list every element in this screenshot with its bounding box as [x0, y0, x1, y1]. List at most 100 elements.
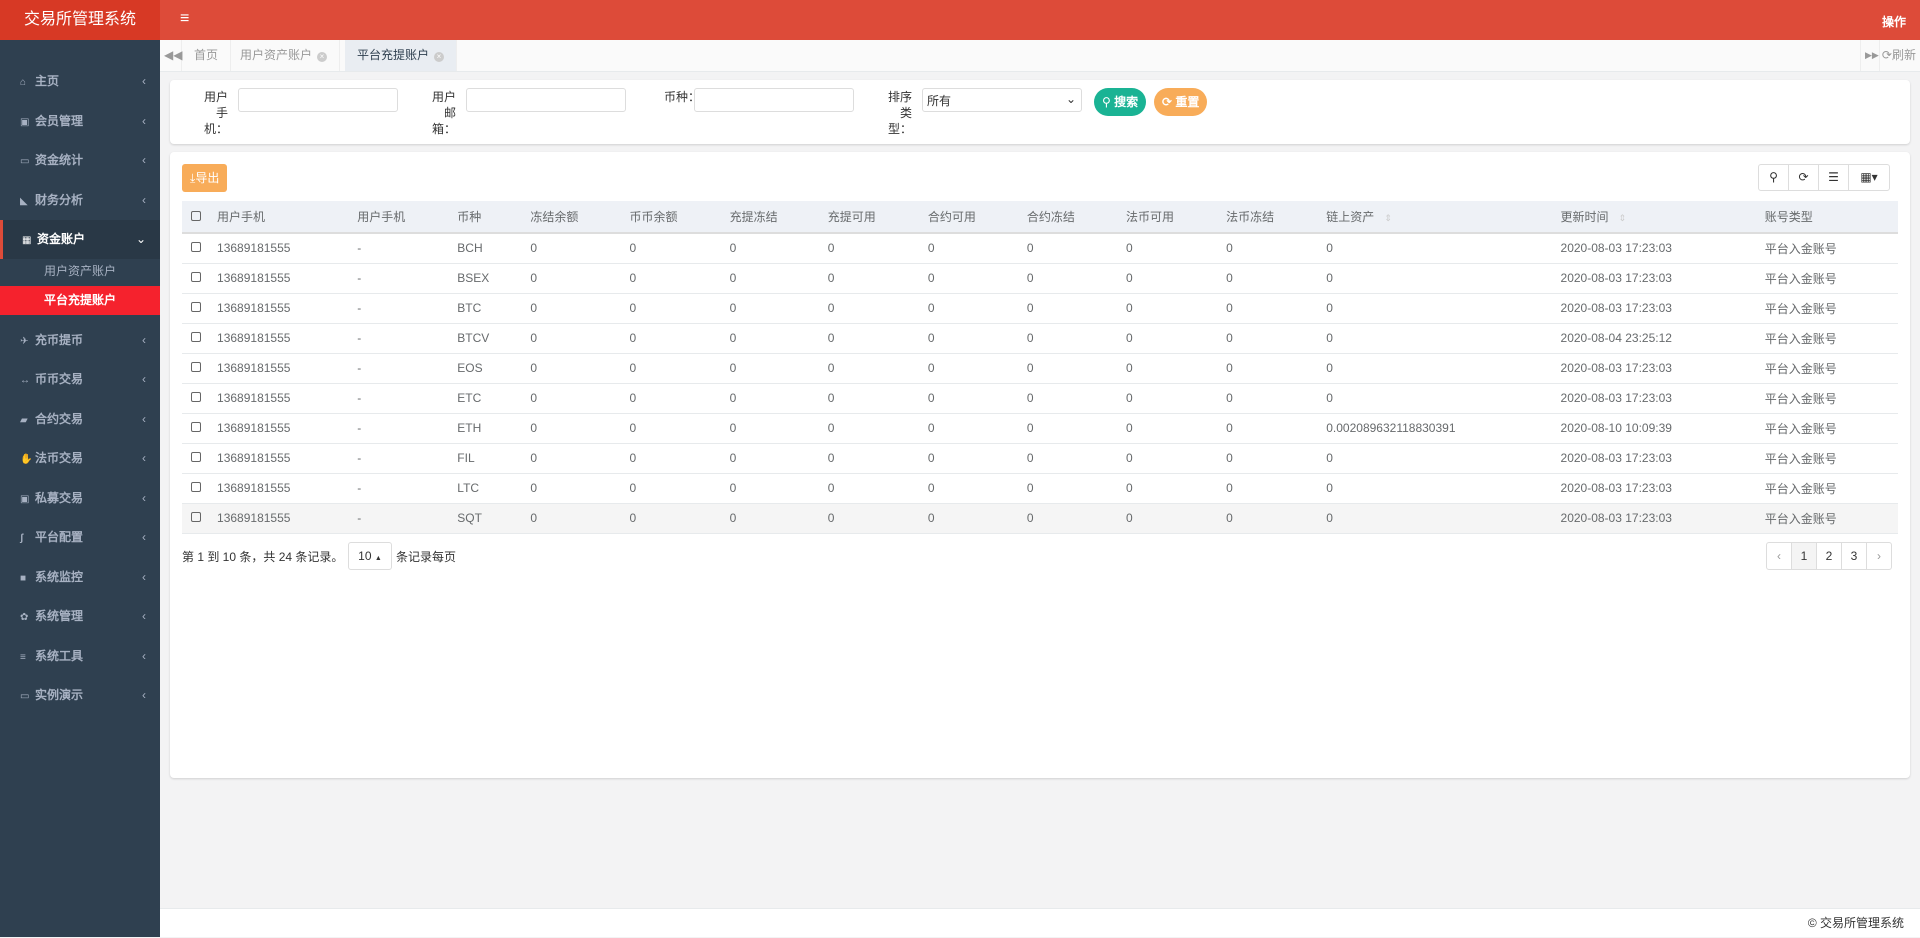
sort-type-value: 所有: [927, 94, 952, 108]
table-cell: 0: [1226, 443, 1327, 474]
sidebar-item-11[interactable]: ■ 系统监控 ‹: [0, 558, 160, 597]
sidebar-item-9[interactable]: ▣ 私募交易 ‹: [0, 479, 160, 518]
table-row[interactable]: 13689181555- BSEX 0 0 0 0 0 0 0 0 0 2020-08-03 17:2…: [182, 263, 1898, 294]
close-icon[interactable]: ×: [434, 52, 445, 62]
sidebar-item-0[interactable]: ⌂ 主页 ‹: [0, 62, 160, 101]
table-cell: 0: [1126, 383, 1227, 414]
row-checkbox[interactable]: [191, 362, 201, 372]
sidebar-item-1[interactable]: ▣ 会员管理 ‹: [0, 102, 160, 141]
table-cell: 0: [927, 263, 1027, 294]
table-cell: 0: [1326, 443, 1561, 474]
row-checkbox[interactable]: [191, 332, 201, 342]
sidebar-item-14[interactable]: ▭ 实例演示 ‹: [0, 676, 160, 715]
per-page-label: 条记录每页: [396, 550, 457, 564]
row-checkbox[interactable]: [191, 302, 201, 312]
row-checkbox[interactable]: [191, 482, 201, 492]
column-header-label: 用户手机: [217, 210, 266, 224]
email-input[interactable]: [466, 88, 626, 112]
sort-icon[interactable]: ⇕: [1384, 213, 1392, 223]
table-cell: 平台入金账号: [1764, 503, 1898, 534]
sidebar-item-12[interactable]: ✿ 系统管理 ‹: [0, 597, 160, 636]
column-header-label: 币币余额: [629, 210, 678, 224]
refresh-button[interactable]: ⟳刷新: [1878, 40, 1920, 71]
toggle-view-button[interactable]: ☰: [1818, 164, 1849, 191]
page-3-button[interactable]: 3: [1841, 542, 1867, 570]
sidebar-item-3[interactable]: ◣ 财务分析 ‹: [0, 181, 160, 220]
table-cell: 0: [729, 473, 828, 504]
row-checkbox[interactable]: [191, 452, 201, 462]
page-size-value: 10: [358, 549, 372, 563]
sort-icon[interactable]: ⇕: [1618, 213, 1627, 223]
sidebar-item-6[interactable]: ↔ 币币交易 ‹: [0, 360, 160, 399]
table-cell: 13689181555: [217, 443, 358, 474]
column-header[interactable]: 更新时间 ⇕: [1560, 201, 1765, 234]
sidebar-subitem-1[interactable]: 平台充提账户: [0, 285, 160, 315]
sidebar-item-4[interactable]: ▦ 资金账户 ⌄: [0, 220, 160, 259]
sidebar-item-label: 系统管理: [35, 609, 84, 623]
toggle-search-button[interactable]: ⚲: [1758, 164, 1789, 191]
search-button[interactable]: ⚲ 搜索: [1094, 88, 1147, 116]
table-row[interactable]: 13689181555- FIL 0 0 0 0 0 0 0 0 0 2020-08-03 17:23…: [182, 443, 1898, 474]
menu-toggle-icon[interactable]: ≡: [180, 10, 190, 27]
table-row[interactable]: 13689181555- LTC 0 0 0 0 0 0 0 0 0 2020-08-03 17:23…: [182, 473, 1898, 504]
select-all-checkbox[interactable]: [191, 210, 201, 221]
page-size-select[interactable]: 10 ▲: [348, 542, 392, 570]
next-page-button[interactable]: ›: [1866, 542, 1892, 570]
table-cell: 0: [1026, 383, 1127, 414]
table-cell: -: [357, 293, 458, 324]
table-cell: 0: [729, 233, 828, 264]
table-row[interactable]: 13689181555- BTC 0 0 0 0 0 0 0 0 0 2020-08-03 17:23…: [182, 293, 1898, 324]
sidebar-subitem-0[interactable]: 用户资产账户: [44, 263, 117, 278]
sidebar-item-5[interactable]: ✈ 充币提币 ‹: [0, 321, 160, 360]
sidebar-item-13[interactable]: ≡ 系统工具 ‹: [0, 637, 160, 676]
page-2-button[interactable]: 2: [1816, 542, 1842, 570]
row-checkbox[interactable]: [191, 512, 201, 522]
desktop-icon: ▭: [20, 691, 30, 702]
tab-user-asset-account[interactable]: 用户资产账户 ×: [228, 40, 341, 71]
prev-page-button[interactable]: ‹: [1766, 542, 1792, 570]
close-icon[interactable]: ×: [317, 52, 328, 62]
export-button[interactable]: ⤓导出: [182, 164, 228, 192]
top-bar: ≡ 操作: [160, 0, 1920, 40]
chevron-down-icon: ⌄: [1065, 92, 1076, 106]
refresh-table-button[interactable]: ⟳: [1788, 164, 1819, 191]
phone-input[interactable]: [238, 88, 398, 112]
bars-icon: ≡: [20, 651, 26, 663]
table-cell: -: [357, 503, 458, 534]
sort-type-select[interactable]: 所有 ⌄: [922, 88, 1082, 112]
table-cell: 2020-08-03 17:23:03: [1560, 293, 1765, 324]
table-cell: 0: [1226, 293, 1327, 324]
coin-input[interactable]: [694, 88, 854, 112]
table-row[interactable]: 13689181555- SQT 0 0 0 0 0 0 0 0 0 2020-08-03 17:23…: [182, 503, 1898, 534]
table-row[interactable]: 13689181555- EOS 0 0 0 0 0 0 0 0 0 2020-08-03 17:23…: [182, 353, 1898, 384]
table-cell: 0: [1326, 503, 1561, 534]
tab-platform-account[interactable]: 平台充提账户 ×: [345, 40, 458, 71]
operation-menu[interactable]: 操作: [1881, 15, 1906, 29]
sidebar-item-7[interactable]: ▰ 合约交易 ‹: [0, 400, 160, 439]
refresh-label: 刷新: [1891, 48, 1916, 62]
sidebar-item-8[interactable]: ✋ 法币交易 ‹: [0, 439, 160, 478]
chevron-left-icon: ‹: [142, 490, 146, 505]
table-row[interactable]: 13689181555- BCH 0 0 0 0 0 0 0 0 0 2020-08-03 17:23…: [182, 233, 1898, 264]
table-row[interactable]: 13689181555- ETH 0 0 0 0 0 0 0 0 0.002089632118830…: [182, 413, 1898, 444]
tab-home[interactable]: 首页: [182, 40, 232, 71]
sidebar-item-10[interactable]: ʃ 平台配置 ‹: [0, 518, 160, 557]
table-cell: -: [357, 233, 458, 264]
table-cell: BTC: [457, 293, 531, 324]
scroll-right-icon[interactable]: ▶▶: [1860, 40, 1880, 71]
row-checkbox[interactable]: [191, 242, 201, 253]
column-header[interactable]: 链上资产 ⇕: [1326, 201, 1561, 234]
row-checkbox[interactable]: [191, 272, 201, 282]
scroll-left-icon[interactable]: ◀◀: [160, 40, 182, 71]
page-1-button[interactable]: 1: [1791, 542, 1817, 570]
table-cell: 0: [530, 263, 630, 294]
reset-button[interactable]: ⟳ 重置: [1154, 88, 1208, 116]
row-checkbox[interactable]: [191, 392, 201, 402]
columns-button[interactable]: ▦▾: [1848, 164, 1890, 191]
contact-card-icon: ▣: [20, 116, 30, 128]
table-row[interactable]: 13689181555- BTCV 0 0 0 0 0 0 0 0 0 2020-08-04 23:2…: [182, 323, 1898, 354]
row-checkbox[interactable]: [191, 422, 201, 432]
table-cell: 0: [629, 263, 730, 294]
sidebar-item-2[interactable]: ▭ 资金统计 ‹: [0, 141, 160, 180]
table-row[interactable]: 13689181555- ETC 0 0 0 0 0 0 0 0 0 2020-08-03 17:23…: [182, 383, 1898, 414]
